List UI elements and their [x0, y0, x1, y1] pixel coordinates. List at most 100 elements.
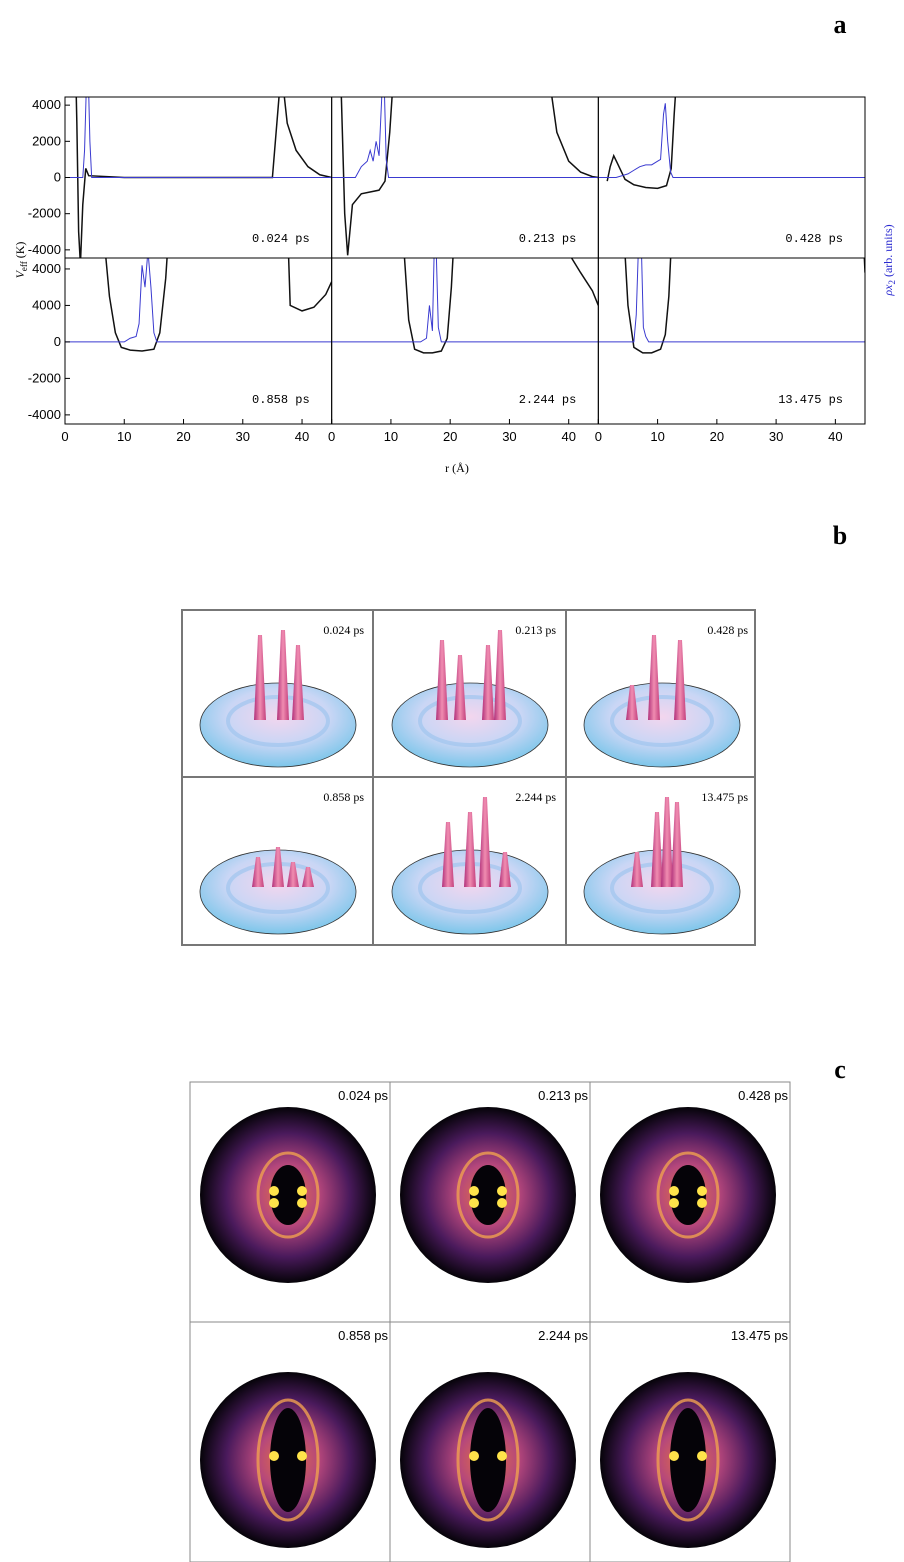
y-tick-label: -2000: [28, 206, 61, 221]
surface-spike: [287, 862, 299, 887]
density-core: [270, 1165, 306, 1225]
y-axis-label-sub: eff: [19, 261, 29, 271]
curve: [340, 97, 599, 256]
surface-ripple: [610, 695, 714, 747]
y-tick-label: 4000: [32, 261, 61, 276]
x-tick-label: 20: [176, 429, 190, 444]
curve: [65, 97, 332, 178]
plot: [598, 258, 865, 354]
y-tick-label: 2000: [32, 133, 61, 148]
surface-spike: [626, 685, 638, 720]
curve: [331, 97, 599, 178]
x-tick-label: 10: [650, 429, 664, 444]
time-label: 13.475 ps: [731, 1328, 789, 1343]
surface-spike: [482, 645, 494, 720]
surface-spike: [252, 857, 264, 887]
time-label: 0.213 ps: [538, 1088, 588, 1103]
density-core: [270, 1408, 306, 1512]
y-tick-label: 0: [54, 334, 61, 349]
surface-spike: [651, 812, 663, 887]
density-spot: [669, 1198, 679, 1208]
x-tick-label: 10: [384, 429, 398, 444]
density-spot: [297, 1451, 307, 1461]
curve: [65, 258, 332, 343]
density-spot: [297, 1186, 307, 1196]
time-annotation: 0.858 ps: [252, 393, 310, 407]
density-spot: [469, 1186, 479, 1196]
density-spot: [697, 1451, 707, 1461]
y2-axis-label-main: ρx: [881, 284, 895, 297]
time-annotation: 0.428 ps: [785, 232, 843, 246]
plot: [65, 258, 332, 352]
time-label: 0.858 ps: [323, 790, 364, 804]
x-tick-label: 20: [443, 429, 457, 444]
x-tick-label: 30: [502, 429, 516, 444]
time-label: 0.024 ps: [338, 1088, 388, 1103]
density-ring: [456, 1151, 520, 1239]
surface-spike: [661, 797, 673, 887]
x-tick-label: 20: [710, 429, 724, 444]
surface-spike: [499, 852, 511, 887]
curve: [598, 258, 865, 343]
surface-spike: [631, 852, 643, 887]
panel-label: a: [834, 10, 847, 39]
surface-ripple: [418, 695, 522, 747]
y2-axis-label-sub: 2: [887, 280, 897, 285]
x-tick-label: 0: [61, 429, 68, 444]
surface-spike: [454, 655, 466, 720]
curve: [331, 258, 599, 343]
curve: [598, 103, 865, 178]
density-spot: [269, 1451, 279, 1461]
y2-axis-label-unit: (arb. units): [881, 224, 895, 280]
density-spot: [697, 1198, 707, 1208]
plot: [331, 258, 599, 354]
time-annotation: 0.024 ps: [252, 232, 310, 246]
density-ring: [256, 1151, 320, 1239]
plot: [598, 97, 865, 190]
time-label: 0.858 ps: [338, 1328, 388, 1343]
x-axis-label: r (Å): [445, 461, 469, 475]
density-spot: [697, 1186, 707, 1196]
surface-spike: [494, 630, 506, 720]
time-annotation: 2.244 ps: [519, 393, 577, 407]
plot-frame: [597, 257, 866, 425]
y-tick-label: 4000: [32, 297, 61, 312]
time-label: 0.428 ps: [738, 1088, 788, 1103]
density-core: [670, 1165, 706, 1225]
x-tick-label: 0: [328, 429, 335, 444]
y-axis-label-main: V: [13, 269, 27, 278]
time-label: 13.475 ps: [701, 790, 748, 804]
density-ring: [656, 1151, 720, 1239]
surface-spike: [674, 640, 686, 720]
curve: [624, 258, 865, 354]
density-core: [670, 1408, 706, 1512]
density-ring: [456, 1398, 520, 1522]
x-tick-label: 0: [595, 429, 602, 444]
density-spot: [469, 1198, 479, 1208]
surface-spike: [442, 822, 454, 887]
x-tick-label: 10: [117, 429, 131, 444]
y-tick-label: 0: [54, 170, 61, 185]
density-spot: [497, 1198, 507, 1208]
surface-spike: [648, 635, 660, 720]
density-spot: [297, 1198, 307, 1208]
y-tick-label: -4000: [28, 242, 61, 257]
surface-spike: [464, 812, 476, 887]
surface-spike: [436, 640, 448, 720]
x-tick-label: 30: [236, 429, 250, 444]
time-label: 2.244 ps: [515, 790, 556, 804]
density-ring: [656, 1398, 720, 1522]
curve: [606, 97, 677, 190]
density-spot: [269, 1186, 279, 1196]
density-spot: [669, 1451, 679, 1461]
time-label: 0.024 ps: [323, 623, 364, 637]
time-annotation: 13.475 ps: [778, 393, 843, 407]
y-axis-label-unit: (K): [13, 242, 27, 262]
x-tick-label: 40: [561, 429, 575, 444]
curve: [403, 258, 599, 354]
surface-spike: [272, 847, 284, 887]
density-core: [470, 1165, 506, 1225]
surface-ripple: [610, 862, 714, 914]
time-label: 2.244 ps: [538, 1328, 588, 1343]
